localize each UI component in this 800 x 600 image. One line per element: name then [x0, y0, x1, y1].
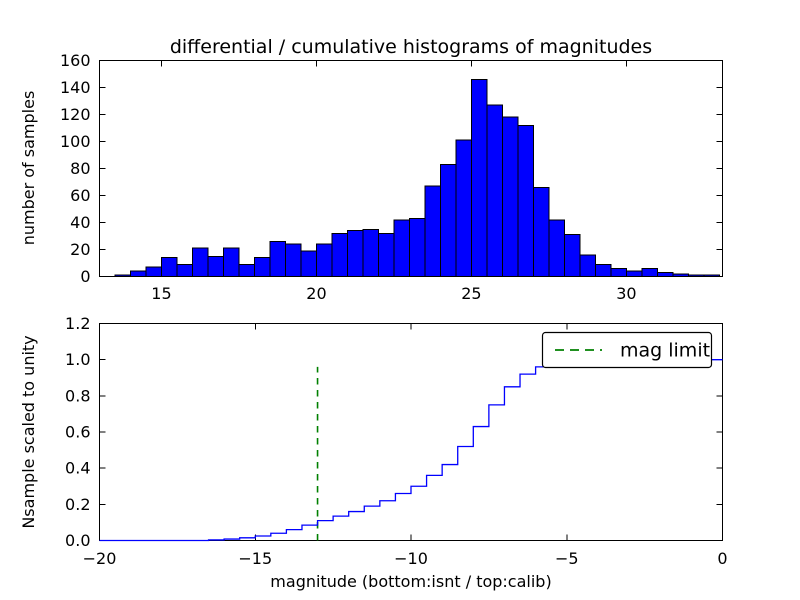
histogram-bar — [470, 78, 488, 278]
y-tick-label: 160 — [60, 51, 91, 70]
x-tick-label: 30 — [616, 284, 636, 303]
chart-title: differential / cumulative histograms of … — [170, 36, 652, 58]
y-tick-label: 100 — [60, 132, 91, 151]
histogram-bar — [114, 274, 131, 277]
histogram-bar — [439, 163, 457, 277]
histogram-bar — [625, 270, 643, 278]
y-tick-label: 40 — [70, 213, 90, 232]
bottom-x-axis-label: magnitude (bottom:isnt / top:calib) — [270, 572, 551, 591]
histogram-bars — [114, 78, 720, 278]
histogram-bar — [424, 185, 441, 277]
x-tick-label: −5 — [555, 549, 579, 568]
histogram-bar — [160, 257, 178, 278]
histogram-bar — [408, 217, 426, 277]
y-tick-label: 0 — [80, 267, 90, 286]
y-tick-label: 80 — [70, 159, 90, 178]
x-tick-label: −10 — [394, 549, 428, 568]
histogram-bar — [548, 219, 565, 278]
y-tick-label: 20 — [70, 240, 90, 259]
histogram-bar — [687, 274, 705, 277]
y-tick-label: 120 — [60, 105, 91, 124]
legend-label: mag limit — [620, 340, 710, 362]
top-histogram: 15 20 25 30 0 20 40 60 80 100 120 140 160 — [60, 51, 723, 303]
top-y-axis-label: number of samples — [19, 91, 38, 246]
y-tick-label: 0.2 — [65, 495, 90, 514]
histogram-bar — [253, 257, 271, 278]
histogram-bar — [486, 104, 503, 277]
histogram-bar — [579, 254, 596, 277]
histogram-bar — [393, 219, 410, 278]
histogram-bar — [455, 139, 472, 277]
histogram-bar — [641, 267, 658, 277]
x-tick-label: 25 — [461, 284, 481, 303]
histogram-bar — [176, 263, 193, 278]
y-tick-label: 1.0 — [65, 350, 90, 369]
histogram-bar — [300, 250, 317, 278]
x-tick-label: −20 — [83, 549, 117, 568]
cumulative-curve — [99, 359, 723, 542]
histogram-bar — [284, 243, 302, 278]
histogram-bar — [532, 186, 550, 277]
x-tick-label: 0 — [717, 549, 727, 568]
bottom-y-axis-label: Nsample scaled to unity — [19, 335, 38, 528]
x-tick-label: −15 — [238, 549, 272, 568]
y-tick-label: 60 — [70, 186, 90, 205]
histogram-bar — [517, 124, 534, 277]
histogram-bar — [145, 266, 162, 277]
legend: mag limit — [541, 331, 713, 369]
histogram-bar — [672, 273, 689, 277]
histogram-bar — [269, 240, 286, 277]
histogram-bar — [207, 255, 224, 277]
histogram-bar — [362, 228, 379, 277]
y-tick-label: 140 — [60, 78, 91, 97]
y-tick-label: 0.6 — [65, 423, 90, 442]
x-tick-label: 15 — [151, 284, 171, 303]
y-tick-label: 0.4 — [65, 459, 90, 478]
histogram-bar — [346, 230, 364, 278]
histogram-bar — [610, 267, 627, 277]
histogram-bar — [501, 116, 519, 277]
histogram-bar — [331, 232, 348, 278]
legend-box — [541, 331, 713, 369]
histogram-bar — [377, 232, 395, 278]
histogram-bar — [315, 243, 333, 278]
histogram-bar — [563, 234, 581, 277]
histogram-bar — [238, 263, 255, 278]
y-tick-label: 1.2 — [65, 314, 90, 333]
histogram-bar — [703, 274, 720, 277]
y-tick-label: 0.8 — [65, 386, 90, 405]
histogram-bar — [656, 271, 674, 278]
y-tick-label: 0.0 — [65, 531, 90, 550]
x-tick-label: 20 — [306, 284, 326, 303]
histogram-bar — [129, 270, 147, 278]
histogram-bar — [594, 263, 612, 278]
histogram-bar — [222, 247, 240, 277]
histogram-bar — [191, 247, 209, 277]
